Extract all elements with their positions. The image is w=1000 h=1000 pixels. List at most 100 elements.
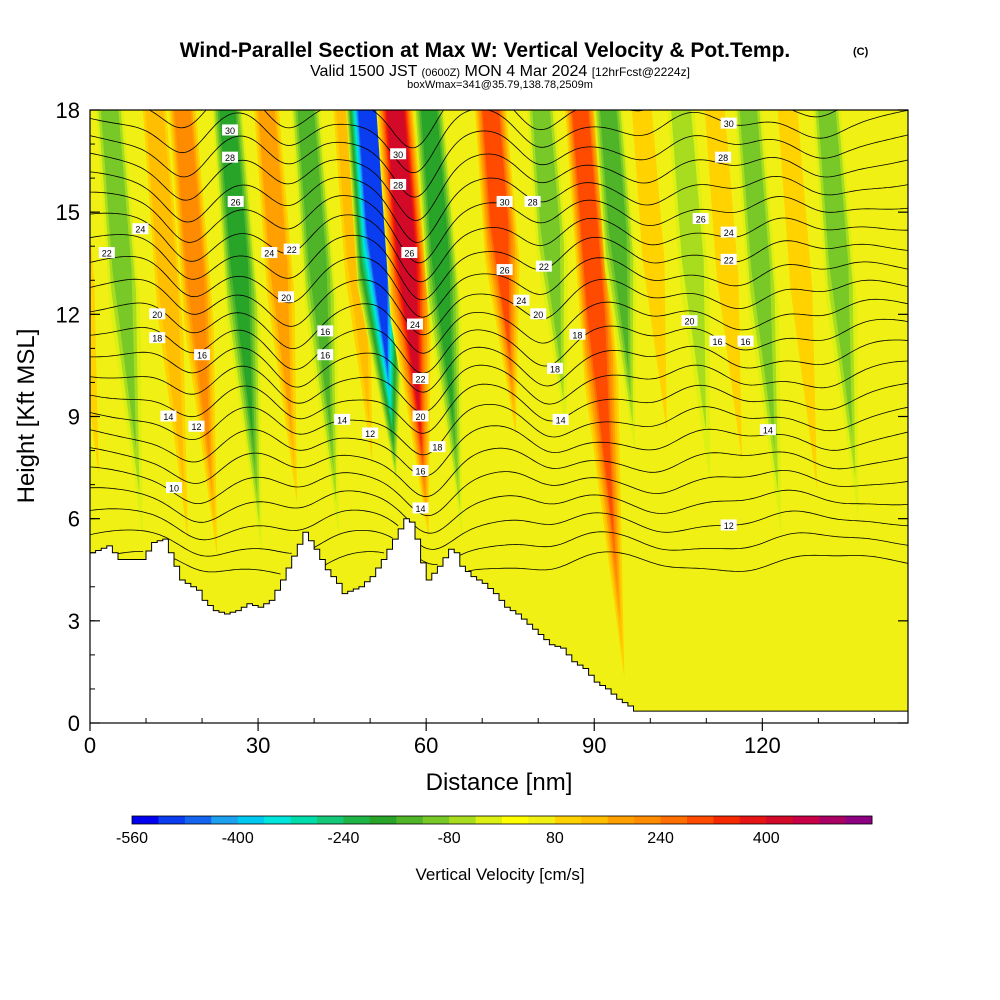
chart-subtitle: Valid 1500 JST (0600Z) MON 4 Mar 2024 [1… [310,63,690,80]
contour-label: 16 [317,349,334,361]
colorbar-label: Vertical Velocity [cm/s] [415,865,584,884]
contour-label: 18 [569,328,586,340]
w-cell-2-band-3 [145,110,185,492]
contour-label-text: 20 [281,293,291,303]
isentrope-21 [90,318,908,374]
colorbar-swatch [475,816,503,824]
colorbar-swatch [819,816,846,824]
contour-label: 28 [524,195,541,207]
w-cell-3-band-5 [174,110,211,466]
contour-label: 20 [278,291,295,303]
contour-label: 16 [412,464,429,476]
contour-label-text: 28 [225,153,235,163]
colorbar-tick-label: 240 [647,830,674,847]
contour-label-text: 14 [163,412,173,422]
contour-label: 30 [222,124,239,136]
y-tick-label: 3 [68,609,80,634]
colorbar-tick-label: 400 [753,830,780,847]
valid-zulu: (0600Z) [422,67,461,79]
contour-label: 30 [720,117,737,129]
contour-labels: 30 28 26 24 22 24 22 20 20 18 16 16 16 14 12 10 14 12 30 28… [98,117,776,531]
axes: 0 30 60 90 120 0 3 6 9 12 15 18 [56,98,908,758]
w-cell-1-band-3 [100,110,137,451]
colorbar-swatch [449,816,476,824]
colorbar: -560 -400 -240 -80 80 240 400 [116,815,873,847]
contour-label-text: 20 [416,412,426,422]
isentrope-26 [90,212,908,283]
colorbar-swatch [396,816,424,824]
colorbar-swatch [634,816,661,824]
contour-label-text: 26 [404,249,414,259]
colorbar-tick-label: -560 [116,830,148,847]
w-cell-18-band-3 [739,110,775,451]
colorbar-swatch [132,816,159,824]
colorbar-swatch [343,816,371,824]
w-cell-17-band-2 [704,110,742,462]
plot-area: 30 28 26 24 22 24 22 20 20 18 16 16 16 14 12 10 14 12 30 28… [90,110,908,723]
isentrope-17 [90,404,908,456]
valid-time: Valid 1500 JST [310,63,418,80]
contour-label: 28 [390,178,407,190]
contour-label-text: 30 [393,150,403,160]
contour-label: 28 [715,151,732,163]
contour-label: 12 [720,519,737,531]
x-tick-label: 0 [84,733,96,758]
contour-label-text: 16 [197,351,207,361]
contour-label-text: 22 [539,262,549,272]
contour-label-text: 24 [516,296,526,306]
colorbar-swatch [290,816,318,824]
contour-label-text: 24 [135,225,145,235]
colorbar-swatch [607,816,635,824]
contour-label: 24 [261,247,278,259]
contour-label-text: 24 [724,228,734,238]
y-axis-label: Height [Kft MSL] [13,329,40,504]
contour-label-text: 30 [500,197,510,207]
contour-label: 26 [401,247,418,259]
w-cell-7-band-3 [336,110,370,424]
contour-label: 20 [530,308,547,320]
box-info: boxWmax=341@35.79,138.78,2509m [407,79,593,91]
colorbar-tick-label: 80 [546,830,564,847]
contour-label: 24 [720,226,737,238]
colorbar-swatch [687,816,714,824]
contour-label-text: 12 [365,429,375,439]
colorbar-swatch [264,816,291,824]
contour-label-text: 10 [169,484,179,494]
isentrope-18 [90,383,908,434]
colorbar-tick-label: -240 [327,830,359,847]
contour-label: 14 [759,424,776,436]
isentrope-24 [90,255,908,318]
contour-label-text: 14 [337,415,347,425]
contour-label-text: 16 [741,337,751,347]
contour-label: 14 [552,413,569,425]
contour-label: 20 [412,410,429,422]
isentrope-19 [90,360,908,413]
contour-label-text: 28 [528,197,538,207]
x-tick-label: 60 [414,733,438,758]
contour-label: 22 [535,260,552,272]
colorbar-swatch [184,816,212,824]
contour-label: 28 [222,151,239,163]
colorbar-swatch [422,816,450,824]
contour-label-text: 14 [416,504,426,514]
colorbar-swatch [369,816,397,824]
x-tick-label: 30 [246,733,270,758]
contour-label: 10 [166,482,183,494]
colorbar-swatch [317,816,344,824]
colorbar-tick-label: -80 [438,830,461,847]
isentrope-15 [90,447,908,498]
contour-label-text: 20 [684,317,694,327]
w-cell-4-band-5 [219,110,253,440]
colorbar-swatch [766,816,794,824]
contour-label-text: 24 [410,320,420,330]
isentrope-12 [90,508,908,550]
w-cell-10-band-5 [420,110,454,428]
w-cell-11-band-7 [482,110,510,356]
contour-label-text: 18 [432,443,442,453]
isentrope-25 [90,234,908,301]
contour-label: 22 [283,243,300,255]
isentrope-11 [90,529,908,565]
colorbar-swatch [739,816,767,824]
contour-label-text: 30 [225,126,235,136]
